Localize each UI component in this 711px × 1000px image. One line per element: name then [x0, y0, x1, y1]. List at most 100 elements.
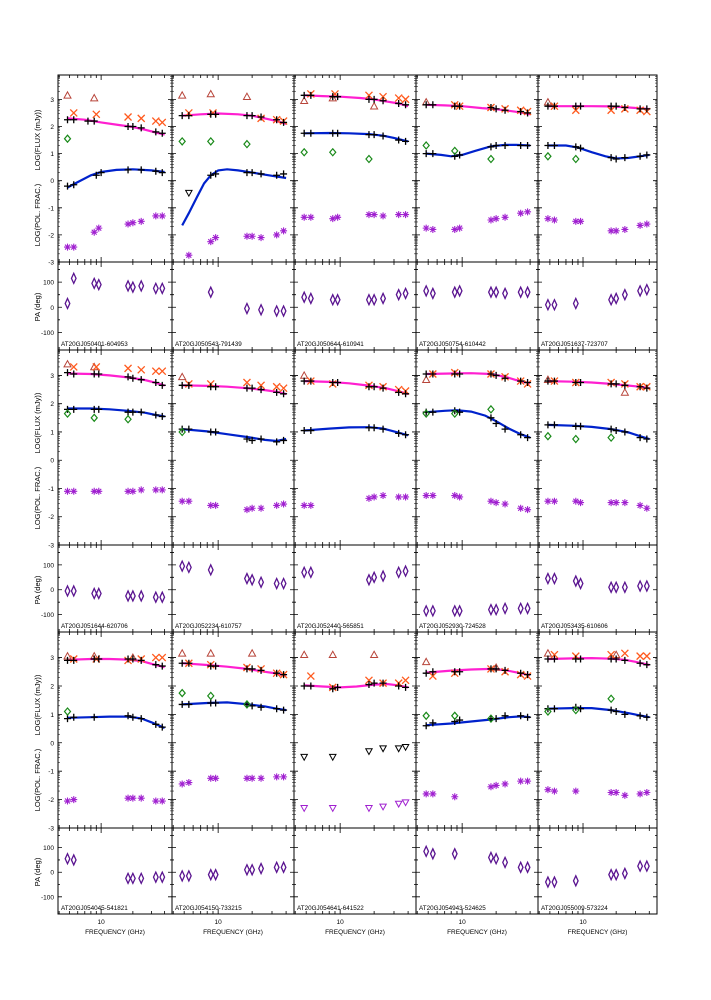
panel-1-pa-point: [70, 271, 77, 285]
panel-3-plus-point: [395, 99, 403, 107]
panel-13-x-point: [306, 672, 315, 680]
panel-6-ytick-label: -3: [48, 543, 54, 550]
panel-5-pol-plus-point: [643, 151, 651, 159]
panel-8-star-point: [402, 493, 410, 501]
panel-15-star-point: [612, 788, 620, 796]
panel-4-pa-point: [517, 285, 524, 299]
panel-2-total-flux-fit: [182, 112, 287, 125]
panel-12-xlabel: FREQUENCY (GHz): [203, 929, 263, 936]
panel-12-triangle-point: [247, 648, 257, 657]
panel-9-pol-flux-fit: [426, 409, 531, 439]
panel-12-plus-point: [212, 662, 220, 670]
panel-14-star-point: [492, 781, 500, 789]
panel-12-pa-point: [273, 860, 280, 874]
panel-5-pa-point: [621, 288, 628, 302]
panel-4-star-point: [451, 225, 459, 233]
panel-14-flux-frame: [415, 631, 539, 829]
panel-12-star-point: [178, 780, 186, 788]
panel-8-plus-point: [307, 377, 315, 385]
panel-3-pa-point: [402, 286, 409, 300]
panel-13-xlabel: FREQUENCY (GHz): [325, 929, 385, 936]
panel-14-star-point: [429, 790, 437, 798]
panel-9-star-point: [501, 500, 509, 508]
panel-7-plus-point: [248, 384, 256, 392]
panel-7-triangle-point: [177, 372, 187, 381]
panel-7-flux-frame: [171, 349, 295, 546]
panel-11-pol-plus-point: [70, 713, 78, 721]
panel-10-plus-point: [577, 379, 585, 386]
panel-5-flux-frame: [537, 74, 658, 263]
panel-5-pol-plus-point: [572, 143, 580, 151]
panel-7-plus-point: [185, 381, 193, 389]
panel-4-pa-point: [451, 285, 458, 299]
panel-5-green-diamond-point: [572, 154, 580, 164]
panel-4-total-flux-fit: [426, 103, 531, 116]
panel-7-source-label: AT20GJ052234-610757: [175, 623, 242, 630]
panel-3-plus-point: [370, 95, 378, 103]
panel-13-limit-triangle-point: [328, 753, 337, 762]
panel-14-pa-point: [493, 852, 500, 866]
panel-7-x-point: [272, 382, 281, 391]
panel-4-plus-point: [429, 101, 437, 109]
panel-15-pol-plus-point: [636, 712, 644, 720]
pa-ylabel-row-2: PA (deg): [33, 575, 42, 604]
panel-1-plus-point: [64, 116, 72, 124]
panel-12-plus-point: [280, 671, 288, 679]
panel-11-plus-point: [64, 656, 72, 664]
panel-13-plus-point: [395, 682, 403, 690]
panel-14-pa-point: [487, 850, 494, 865]
panel-13-limit-triangle-point: [364, 748, 374, 756]
panel-3-plus-point: [379, 97, 387, 105]
panel-4-plus-point: [517, 108, 525, 116]
panel-9-pa-point: [517, 601, 524, 615]
panel-7-x-point: [257, 381, 266, 390]
panel-3-plus-point: [307, 91, 315, 99]
panel-14-pol-plus-point: [429, 719, 437, 727]
panel-4-pa-point: [423, 284, 430, 298]
panel-2-pa-point: [273, 304, 280, 318]
panel-2-pa-frame: [171, 261, 295, 351]
panel-12-pol-plus-point: [257, 703, 265, 711]
panel-6-green-diamond-point: [124, 414, 132, 424]
panel-4-star-point: [501, 213, 509, 221]
panel-15-pol-flux-fit: [547, 707, 650, 719]
panel-11-ytick-label: -1: [48, 769, 54, 776]
panel-11-pa-point: [129, 871, 136, 885]
panel-14-pa-point: [524, 860, 531, 874]
panel-9-pa-point: [451, 604, 458, 618]
panel-3-plus-point: [334, 93, 342, 101]
panel-9-star-point: [422, 492, 430, 500]
panel-14-pol-plus-point: [524, 713, 532, 721]
panel-10-pol-plus-point: [607, 425, 615, 433]
pa-ylabel-row-3: PA (deg): [33, 857, 42, 886]
panel-10-star-point: [636, 501, 644, 509]
panel-13-pol-limit-triangle-point: [394, 800, 403, 809]
panel-7-x-point: [242, 378, 251, 387]
panel-15-star-point: [544, 786, 552, 794]
panel-10-triangle-point: [620, 387, 630, 396]
panel-3-green-diamond-point: [328, 147, 337, 157]
panel-6-total-flux-fit: [67, 372, 165, 387]
panel-8-pol-plus-point: [307, 427, 315, 435]
panel-9-pa-frame: [415, 544, 539, 633]
panel-12-pol-flux-fit: [182, 701, 287, 712]
panel-7-pa-point: [179, 559, 186, 573]
panel-14-pol-plus-point: [456, 716, 464, 724]
panel-5-x-point: [571, 106, 580, 115]
panel-3-star-point: [379, 212, 387, 220]
panel-14-pol-flux-fit: [426, 715, 531, 727]
panel-10-plus-point: [636, 383, 644, 391]
panel-10-total-flux-fit: [547, 380, 650, 390]
panel-2-triangle-point: [206, 89, 216, 98]
panel-9-pol-plus-point: [429, 408, 437, 416]
panel-9-star-point: [451, 492, 459, 500]
panel-4-green-diamond-point: [450, 146, 459, 156]
panel-8-pa-point: [301, 565, 308, 579]
panel-14-star-point: [451, 793, 459, 801]
panel-11-star-point: [152, 797, 160, 805]
panel-6-ytick-label: -1: [48, 486, 54, 493]
panel-4-pa-point: [429, 286, 436, 300]
panel-5-pol-plus-point: [612, 155, 620, 163]
panel-10-green-diamond-point: [572, 434, 580, 444]
panel-3-pol-plus-point: [334, 129, 342, 137]
